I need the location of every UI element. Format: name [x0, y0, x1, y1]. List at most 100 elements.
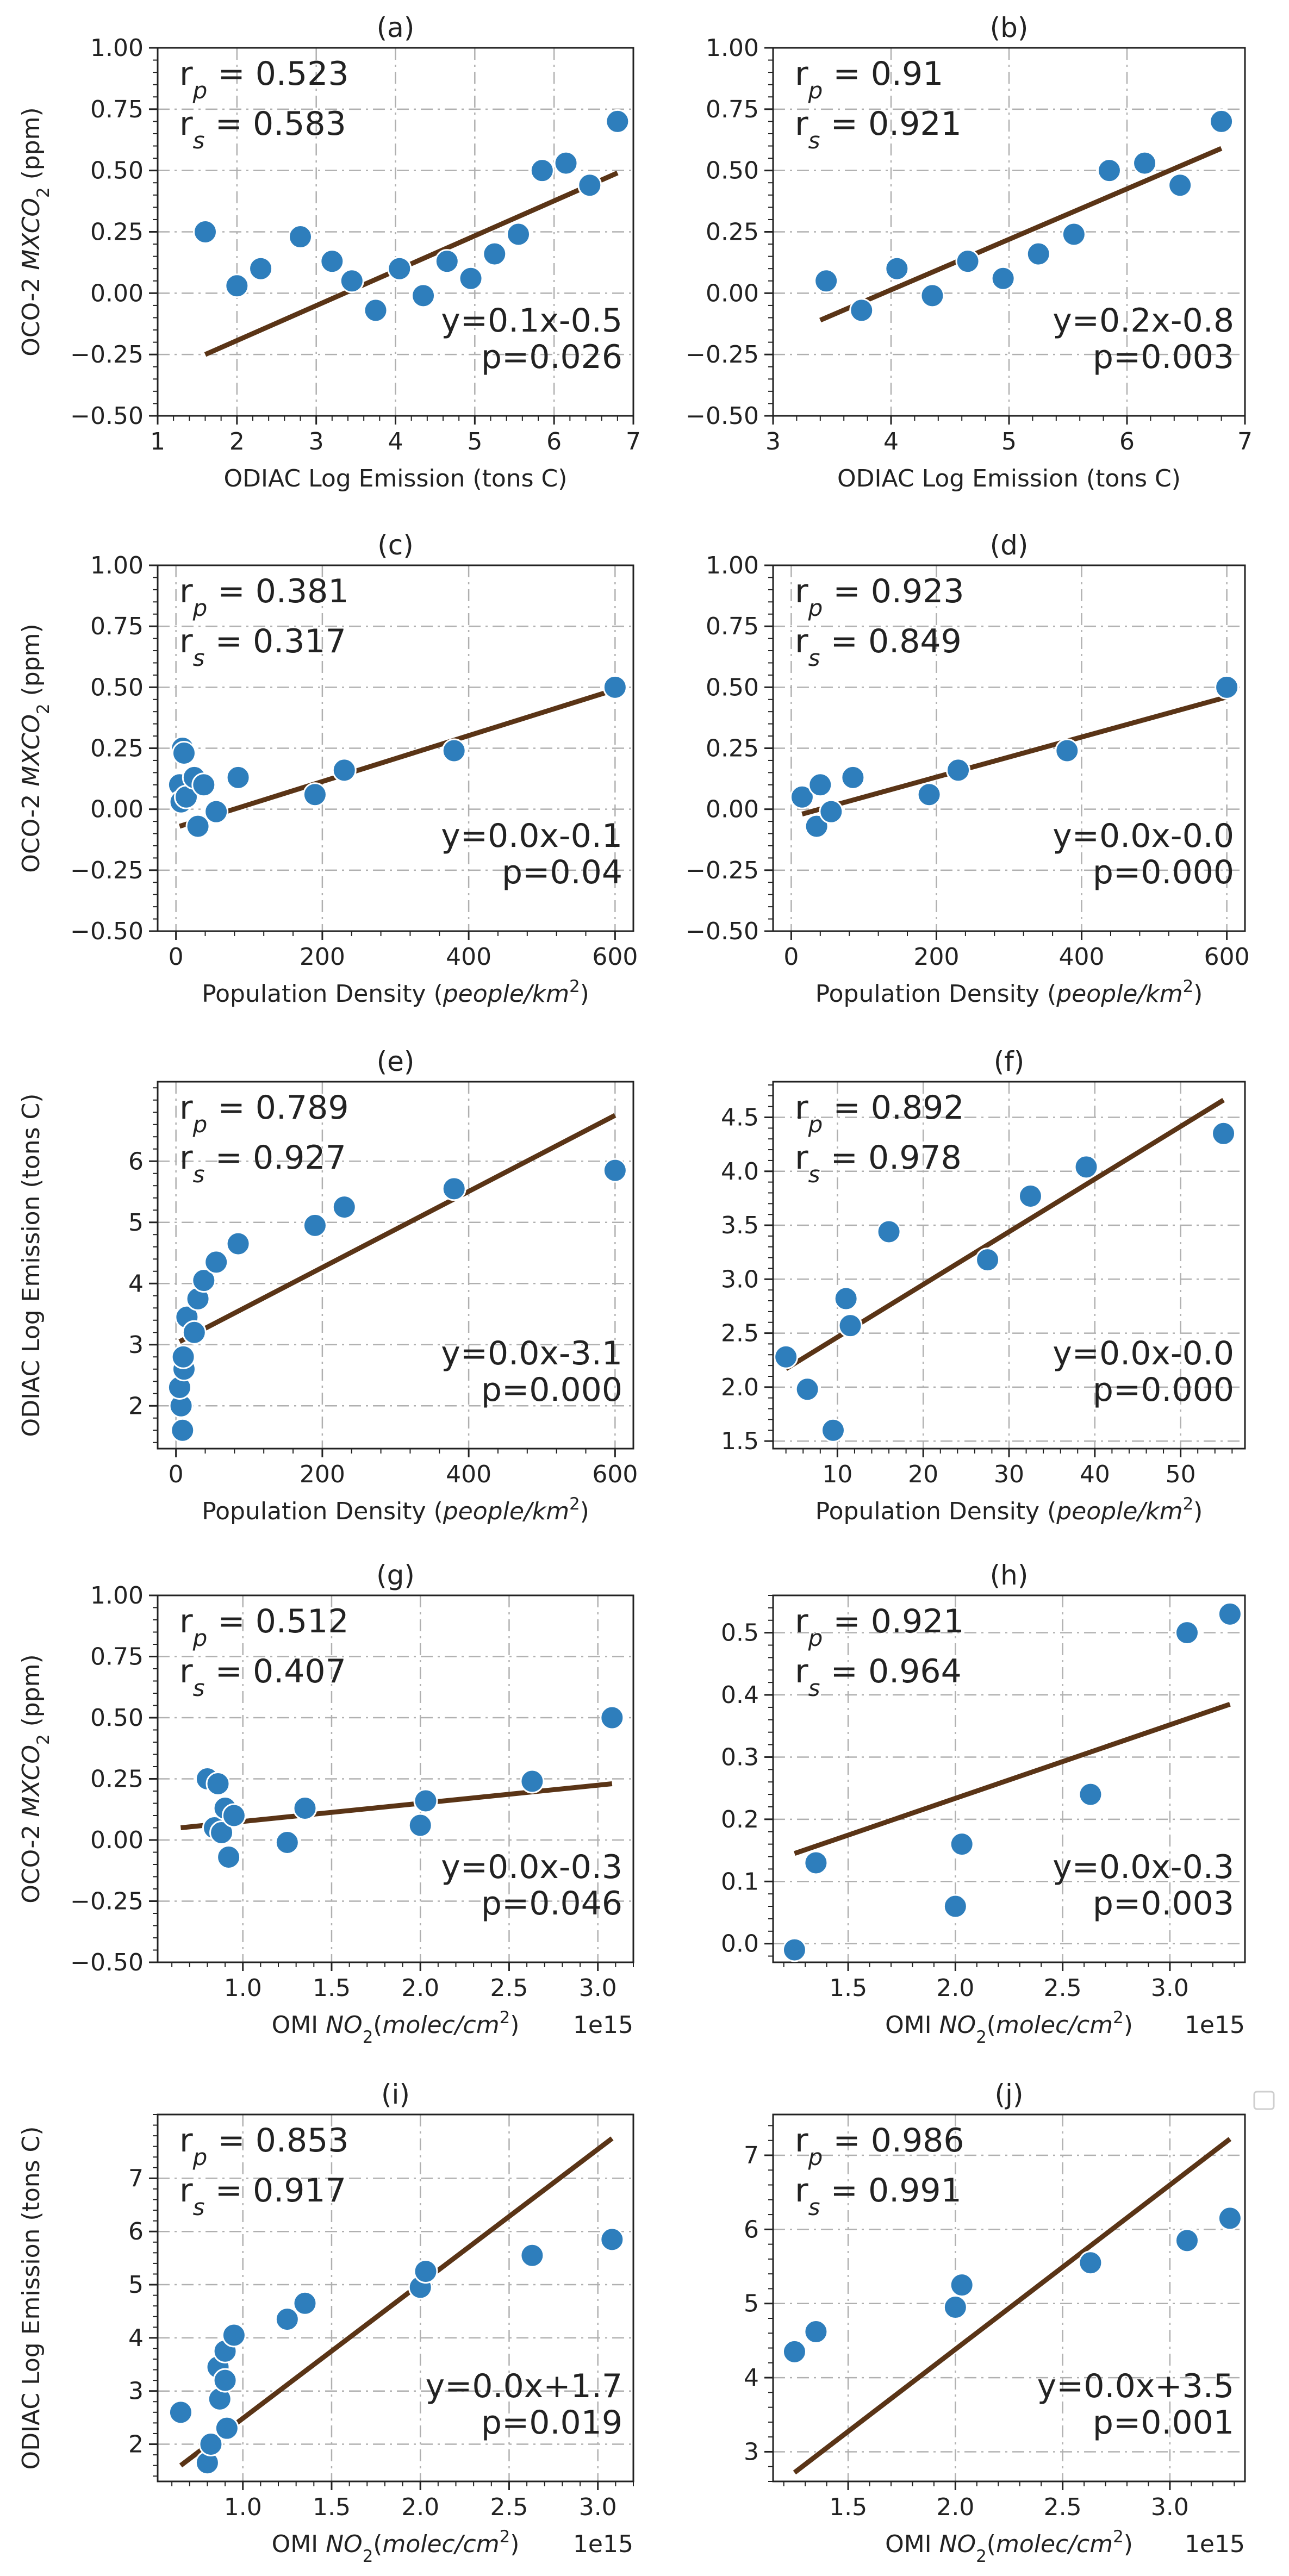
y-tick-label: 0.50 — [90, 1704, 144, 1732]
y-axis-label: OCO-2 MXCO2 (ppm) — [17, 623, 53, 872]
regression-line — [179, 687, 616, 829]
data-point — [943, 2295, 968, 2320]
data-point — [804, 2319, 829, 2344]
data-point — [216, 1845, 241, 1869]
x-tick-label: 10 — [822, 1461, 852, 1488]
panel-title: (i) — [381, 2079, 410, 2110]
data-point — [885, 256, 910, 281]
y-tick-label: 0.00 — [706, 796, 759, 824]
data-point — [602, 675, 627, 700]
y-tick-label: 0.0 — [721, 1930, 759, 1958]
data-point — [182, 1320, 207, 1345]
y-tick-label: −0.50 — [686, 402, 759, 430]
x-tick-label: 1.5 — [313, 1974, 351, 2002]
panel-d: (d) 0 200 400 600 −0.50 −0.25 0.00 0.25 0.50 0.75 1… — [686, 529, 1249, 1008]
y-tick-label: 0.3 — [721, 1743, 759, 1771]
y-tick-label: 5 — [128, 2271, 144, 2299]
y-tick-label: 0.25 — [90, 735, 144, 763]
x-tick-label: 3.0 — [579, 1974, 617, 2002]
p-value: p=0.003 — [1093, 1885, 1234, 1923]
spearman-r-label: rs = 0.927 — [179, 1139, 346, 1188]
regression-line — [819, 146, 1223, 323]
panel-title: (f) — [994, 1046, 1025, 1077]
data-point — [458, 266, 483, 291]
data-point — [1055, 738, 1080, 763]
y-tick-label: 2 — [128, 1392, 144, 1420]
y-tick-label: −0.25 — [70, 857, 144, 884]
data-point — [411, 283, 436, 308]
x-tick-label: 2.0 — [401, 1974, 439, 2002]
x-tick-label: 5 — [467, 428, 482, 456]
p-value: p=0.000 — [481, 1371, 622, 1409]
data-point — [292, 1796, 317, 1820]
p-value: p=0.04 — [502, 853, 622, 891]
x-tick-label: 7 — [626, 428, 641, 456]
p-value: p=0.019 — [481, 2404, 622, 2442]
y-tick-label: 7 — [744, 2142, 759, 2169]
data-point — [820, 1418, 845, 1443]
y-tick-label: 1.5 — [721, 1427, 759, 1455]
data-point — [170, 1418, 195, 1443]
x-tick-label: 2.5 — [490, 2493, 528, 2521]
p-value: p=0.000 — [1093, 1371, 1234, 1409]
axes-frame — [157, 47, 634, 417]
x-tick-label: 3.0 — [1151, 1974, 1189, 2002]
y-tick-label: 0.50 — [706, 673, 759, 701]
y-tick-label: 3.5 — [721, 1212, 759, 1239]
data-point — [946, 758, 971, 783]
data-point — [1217, 1601, 1242, 1626]
x-tick-label: 40 — [1080, 1461, 1110, 1488]
x-tick-label: 200 — [300, 943, 345, 971]
data-point — [292, 2291, 317, 2316]
x-axis-exponent: 1e15 — [1185, 2530, 1245, 2558]
regression-equation: y=0.0x-3.1 — [441, 1334, 622, 1373]
y-tick-label: 2.0 — [721, 1374, 759, 1401]
x-tick-label: 400 — [446, 1461, 491, 1488]
data-point — [209, 1820, 234, 1845]
data-point — [221, 2323, 246, 2348]
data-point — [214, 2416, 239, 2441]
pearson-r-label: rp = 0.892 — [795, 1089, 964, 1138]
y-tick-label: −0.25 — [70, 1888, 144, 1916]
y-tick-label: −0.50 — [70, 1949, 144, 1976]
data-point — [339, 269, 364, 294]
y-tick-label: 4 — [128, 2324, 144, 2352]
y-tick-label: 2 — [128, 2431, 144, 2459]
y-tick-label: 0.25 — [706, 219, 759, 246]
axes-frame — [157, 2113, 634, 2483]
panel-title: (g) — [376, 1560, 415, 1591]
x-tick-label: 3 — [765, 428, 781, 456]
x-tick-label: 1 — [150, 428, 165, 456]
data-point — [1061, 222, 1086, 247]
data-point — [168, 2400, 193, 2425]
y-tick-label: 0.00 — [706, 279, 759, 307]
data-point — [789, 784, 814, 809]
data-point — [1174, 2228, 1199, 2253]
regression-line — [793, 2137, 1232, 2475]
x-axis-exponent: 1e15 — [1185, 2011, 1245, 2039]
data-point — [1078, 1782, 1103, 1807]
y-tick-label: −0.50 — [70, 402, 144, 430]
data-point — [808, 772, 833, 797]
y-tick-label: −0.25 — [70, 341, 144, 369]
data-point — [782, 2339, 807, 2364]
panel-title: (c) — [377, 529, 414, 561]
data-point — [171, 1344, 196, 1369]
x-axis-label: OMI NO2(molec/cm2) — [272, 2527, 520, 2566]
data-point — [1209, 109, 1234, 134]
regression-equation: y=0.1x-0.5 — [441, 302, 622, 340]
axes-frame — [772, 1594, 1246, 1963]
pearson-r-label: rp = 0.986 — [795, 2122, 964, 2170]
regression-line — [180, 1781, 613, 1830]
y-tick-label: 0.1 — [721, 1868, 759, 1895]
legend-box — [1253, 2091, 1275, 2110]
x-tick-label: 2.5 — [1044, 1974, 1082, 2002]
y-tick-label: 0.75 — [706, 96, 759, 123]
regression-line — [178, 1113, 617, 1344]
spearman-r-label: rs = 0.917 — [179, 2172, 346, 2221]
data-point — [917, 782, 942, 807]
data-point — [774, 1344, 799, 1369]
data-point — [413, 2259, 438, 2284]
